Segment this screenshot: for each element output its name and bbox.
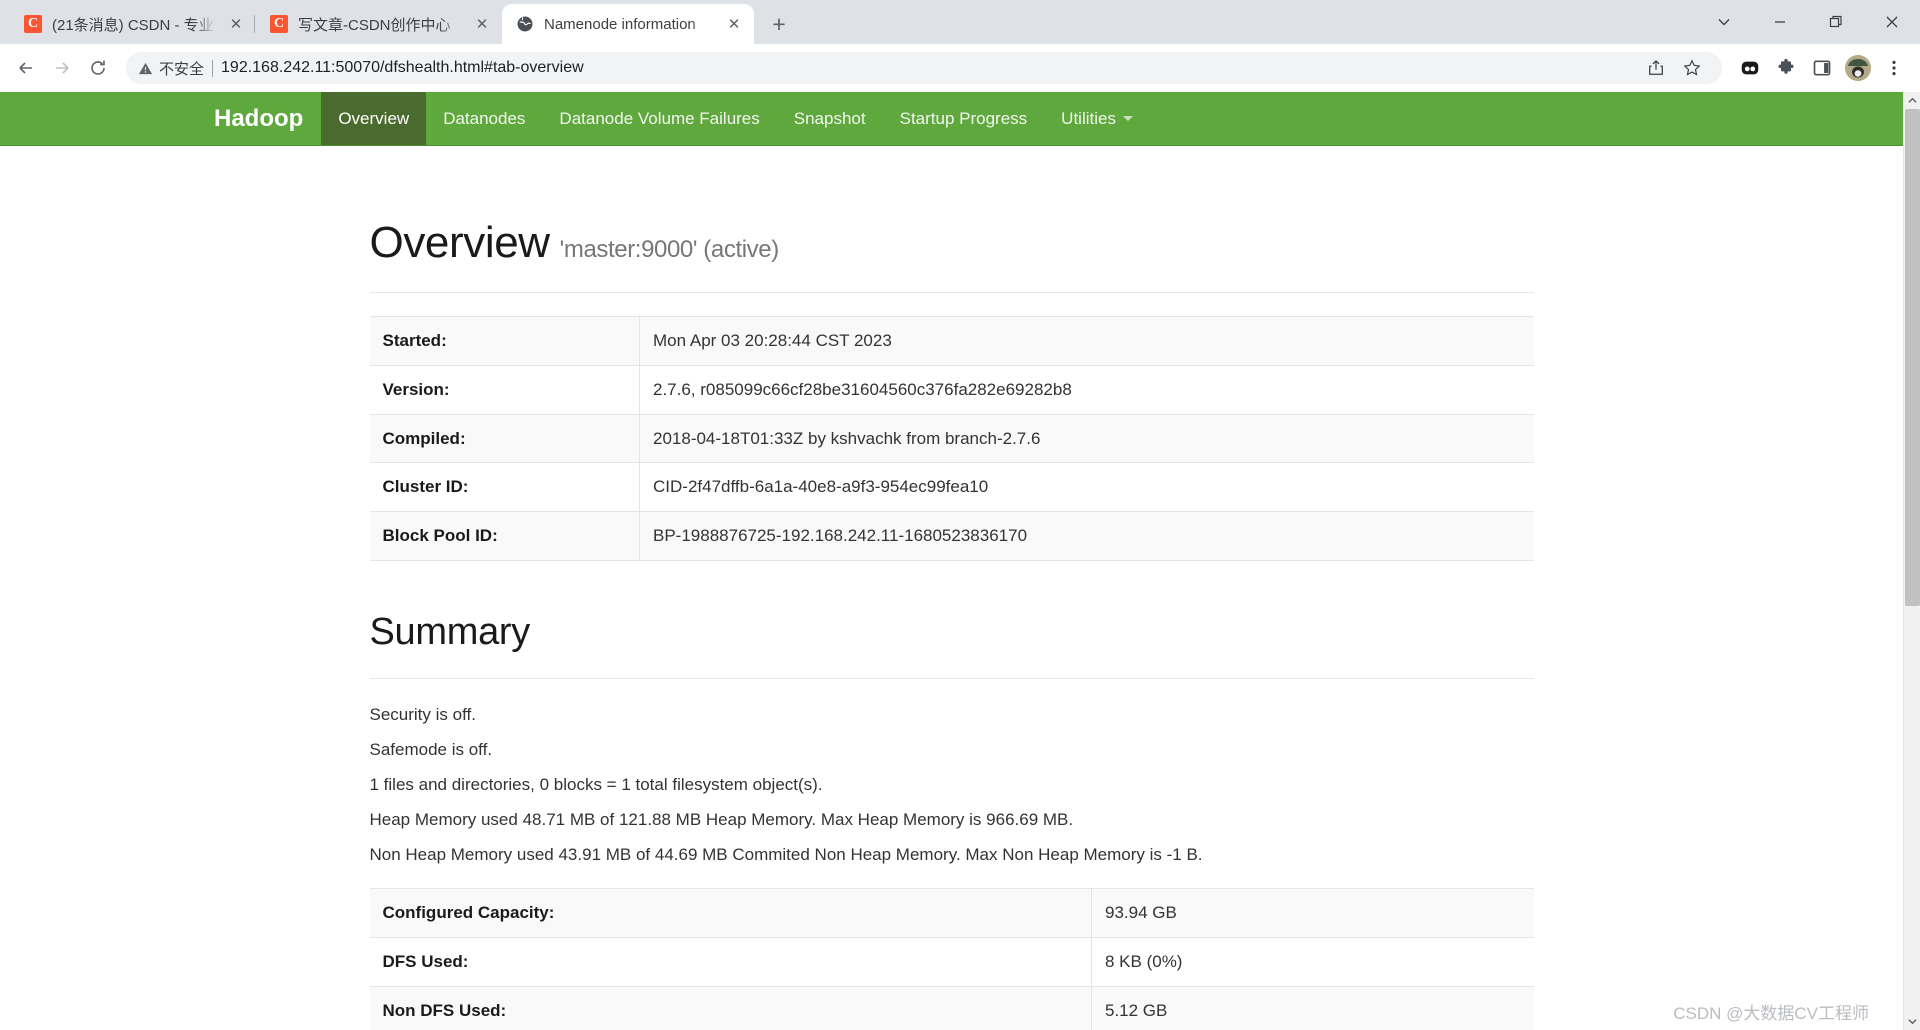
table-row: Non DFS Used: 5.12 GB: [369, 985, 1534, 1030]
page-viewport: Hadoop Overview Datanodes Datanode Volum…: [0, 92, 1920, 1030]
row-label: Compiled:: [369, 413, 640, 464]
close-icon[interactable]: ✕: [727, 16, 741, 33]
row-label: Cluster ID:: [369, 462, 640, 513]
url-text: 192.168.242.11:50070/dfshealth.html#tab-…: [221, 59, 584, 76]
hadoop-navbar: Hadoop Overview Datanodes Datanode Volum…: [0, 92, 1903, 146]
reload-icon[interactable]: [82, 52, 114, 84]
row-value: 2018-04-18T01:33Z by kshvachk from branc…: [639, 413, 1534, 464]
row-value: 93.94 GB: [1091, 887, 1534, 938]
hadoop-page: Hadoop Overview Datanodes Datanode Volum…: [0, 92, 1903, 1030]
restore-icon[interactable]: [1808, 0, 1864, 44]
nav-item-utilities-label: Utilities: [1061, 108, 1116, 128]
table-row: Configured Capacity: 93.94 GB: [369, 887, 1534, 938]
share-icon[interactable]: [1640, 52, 1672, 84]
security-status[interactable]: 不安全: [138, 58, 204, 79]
three-dot-menu-icon[interactable]: [1878, 52, 1910, 84]
warning-triangle-icon: [138, 62, 153, 74]
table-row: Started: Mon Apr 03 20:28:44 CST 2023: [369, 316, 1534, 366]
row-label: Block Pool ID:: [369, 511, 640, 561]
tab-title: Namenode information: [544, 15, 696, 33]
nav-item-snapshot[interactable]: Snapshot: [793, 108, 866, 128]
summary-text-block: Security is off. Safemode is off. 1 file…: [370, 705, 1534, 865]
page-title-text: Overview: [369, 218, 551, 267]
panda-extension-icon[interactable]: [1734, 52, 1766, 84]
row-label: DFS Used:: [369, 936, 1092, 987]
hadoop-brand[interactable]: Hadoop: [214, 104, 304, 132]
overview-table: Started: Mon Apr 03 20:28:44 CST 2023 Ve…: [369, 316, 1534, 561]
divider: [369, 677, 1534, 679]
summary-line: Non Heap Memory used 43.91 MB of 44.69 M…: [369, 844, 1203, 864]
avatar[interactable]: [1845, 55, 1871, 81]
scroll-up-arrow-icon[interactable]: [1904, 92, 1920, 109]
page-content: Overview 'master:9000' (active) Started: …: [0, 146, 1903, 1030]
table-row: DFS Used: 8 KB (0%): [369, 936, 1534, 987]
nav-item-datanode-volume-failures[interactable]: Datanode Volume Failures: [559, 108, 760, 128]
row-label: Started:: [369, 316, 640, 366]
side-panel-icon[interactable]: [1806, 52, 1838, 84]
browser-tab-3[interactable]: Namenode information ✕: [502, 4, 754, 44]
summary-line: Security is off.: [369, 704, 476, 724]
browser-tab-1[interactable]: C (21条消息) CSDN - 专业开发者社 ✕: [10, 4, 256, 44]
globe-favicon: [516, 15, 534, 33]
divider: [212, 59, 214, 77]
page-title-subtitle: 'master:9000' (active): [559, 236, 780, 263]
row-value: Mon Apr 03 20:28:44 CST 2023: [639, 316, 1534, 366]
summary-line: Safemode is off.: [369, 739, 493, 759]
minimize-icon[interactable]: [1752, 0, 1808, 44]
nav-item-startup-progress[interactable]: Startup Progress: [899, 108, 1028, 128]
table-row: Block Pool ID: BP-1988876725-192.168.242…: [369, 511, 1534, 561]
scrollbar-track[interactable]: [1904, 109, 1920, 1013]
close-icon[interactable]: [1864, 0, 1920, 44]
vertical-scrollbar[interactable]: [1903, 92, 1920, 1030]
table-row: Cluster ID: CID-2f47dffb-6a1a-40e8-a9f3-…: [369, 462, 1534, 513]
browser-tab-2[interactable]: C 写文章-CSDN创作中心 ✕: [254, 4, 502, 44]
address-bar[interactable]: 不安全 192.168.242.11:50070/dfshealth.html#…: [126, 52, 1722, 84]
csdn-favicon: C: [270, 15, 288, 33]
row-value: 2.7.6, r085099c66cf28be31604560c376fa282…: [639, 364, 1534, 415]
row-value: 5.12 GB: [1091, 985, 1534, 1030]
tab-title: 写文章-CSDN创作中心: [298, 16, 451, 34]
row-value: BP-1988876725-192.168.242.11-16805238361…: [639, 511, 1534, 561]
tab-strip: C (21条消息) CSDN - 专业开发者社 ✕ C 写文章-CSDN创作中心…: [0, 0, 1920, 44]
browser-toolbar: 不安全 192.168.242.11:50070/dfshealth.html#…: [0, 44, 1920, 92]
row-label: Non DFS Used:: [369, 985, 1092, 1030]
security-label: 不安全: [159, 60, 205, 78]
csdn-favicon: C: [24, 15, 42, 33]
page-title: Overview 'master:9000' (active): [370, 146, 1534, 268]
scrollbar-thumb[interactable]: [1904, 109, 1920, 607]
omnibox-actions: [1640, 52, 1708, 84]
tab-search-icon[interactable]: [1696, 0, 1752, 44]
new-tab-button[interactable]: +: [772, 10, 786, 37]
divider: [369, 292, 1534, 293]
row-value: 8 KB (0%): [1091, 936, 1534, 987]
star-icon[interactable]: [1676, 52, 1708, 84]
summary-heading: Summary: [369, 610, 531, 653]
scroll-down-arrow-icon[interactable]: [1904, 1013, 1920, 1030]
tab-title: (21条消息) CSDN - 专业开发者社: [52, 16, 216, 34]
nav-item-datanodes[interactable]: Datanodes: [443, 108, 526, 128]
table-row: Version: 2.7.6, r085099c66cf28be31604560…: [369, 364, 1534, 415]
summary-line: Heap Memory used 48.71 MB of 121.88 MB H…: [369, 809, 1074, 829]
window-controls: [1696, 0, 1920, 44]
nav-item-overview[interactable]: Overview: [321, 92, 427, 145]
row-label: Version:: [369, 364, 640, 415]
table-row: Compiled: 2018-04-18T01:33Z by kshvachk …: [369, 413, 1534, 464]
summary-table: Configured Capacity: 93.94 GB DFS Used: …: [369, 887, 1534, 1030]
row-value: CID-2f47dffb-6a1a-40e8-a9f3-954ec99fea10: [639, 462, 1534, 513]
watermark: CSDN @大数据CV工程师: [1673, 1004, 1869, 1023]
close-icon[interactable]: ✕: [475, 16, 489, 33]
chevron-down-icon: [1122, 116, 1133, 121]
close-icon[interactable]: ✕: [229, 16, 243, 33]
back-arrow-icon[interactable]: [10, 52, 42, 84]
summary-line: 1 files and directories, 0 blocks = 1 to…: [369, 774, 823, 794]
forward-arrow-icon: [46, 52, 78, 84]
row-label: Configured Capacity:: [369, 887, 1092, 938]
puzzle-icon[interactable]: [1770, 52, 1802, 84]
nav-item-utilities[interactable]: Utilities: [1044, 92, 1150, 145]
